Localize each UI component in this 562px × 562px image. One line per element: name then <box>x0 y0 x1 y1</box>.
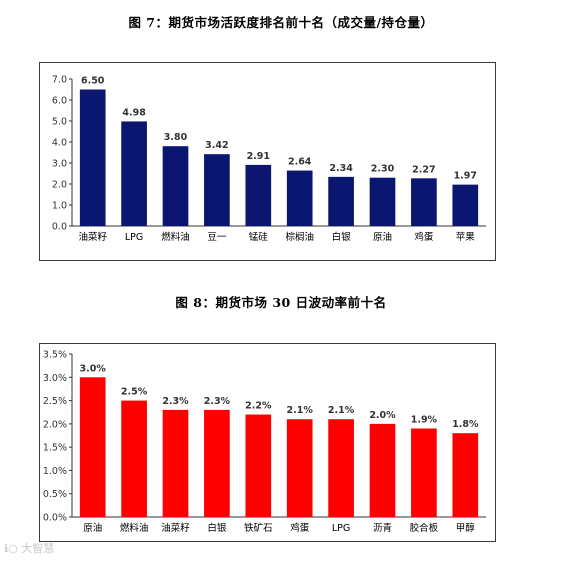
category-label: 原油 <box>373 231 392 243</box>
bar <box>121 121 147 226</box>
category-label: 燃料油 <box>120 522 149 534</box>
bar <box>79 377 106 517</box>
chart2-title: 图 8：期货市场 30 日波动率前十名 <box>175 295 387 310</box>
bar <box>286 170 313 226</box>
bar <box>369 423 396 517</box>
data-label: 2.3% <box>204 396 231 407</box>
category-label: 鸡蛋 <box>414 231 434 243</box>
category-label: 棕榈油 <box>285 231 314 243</box>
category-label: 白银 <box>207 522 227 534</box>
data-label: 1.97 <box>454 171 477 182</box>
category-label: LPG <box>332 523 350 534</box>
y-tick-label: 6.0 <box>52 96 67 107</box>
category-label: 鸡蛋 <box>290 522 310 534</box>
chart1-title: 图 7：期货市场活跃度排名前十名（成交量/持仓量） <box>128 15 434 30</box>
data-label: 4.98 <box>122 107 146 118</box>
y-tick-label: 3.0 <box>52 159 67 170</box>
category-label: 胶合板 <box>410 522 439 534</box>
data-label: 1.8% <box>452 419 479 430</box>
data-label: 3.0% <box>80 363 107 374</box>
bar <box>162 409 189 517</box>
category-label: 锰硅 <box>249 231 269 243</box>
data-label: 3.80 <box>164 132 188 143</box>
data-label: 2.27 <box>412 164 435 175</box>
data-label: 2.91 <box>247 151 270 162</box>
y-tick-label: 4.0 <box>52 138 67 149</box>
bar <box>411 178 437 226</box>
bar <box>162 146 189 226</box>
category-label: 油菜籽 <box>161 522 190 534</box>
data-label: 2.0% <box>369 410 396 421</box>
category-label: 甲醇 <box>456 522 476 534</box>
y-tick-label: 1.0% <box>43 466 67 477</box>
category-label: 苹果 <box>456 231 476 243</box>
bar <box>204 409 230 517</box>
category-label: 白银 <box>332 231 352 243</box>
y-tick-label: 5.0 <box>52 117 67 128</box>
category-label: 原油 <box>83 522 102 534</box>
data-label: 2.2% <box>245 401 272 412</box>
bar <box>79 89 106 226</box>
y-tick-label: 0.5% <box>43 489 67 500</box>
y-tick-label: 2.0 <box>52 180 67 191</box>
bar <box>245 164 272 226</box>
y-tick-label: 3.5% <box>43 350 67 361</box>
data-label: 2.30 <box>371 164 395 175</box>
y-tick-label: 2.5% <box>43 396 67 407</box>
bar <box>121 400 147 517</box>
y-tick-label: 1.5% <box>43 443 67 454</box>
category-label: 油菜籽 <box>78 231 107 243</box>
data-label: 3.42 <box>205 140 228 151</box>
y-tick-label: 0.0% <box>43 513 67 524</box>
watermark-logo: ℹ○ 大智慧 <box>4 542 55 555</box>
bar <box>328 419 354 517</box>
chart1-frame <box>39 62 496 261</box>
y-tick-label: 0.0 <box>52 222 67 233</box>
bar <box>245 414 272 517</box>
data-label: 2.1% <box>287 405 314 416</box>
bar <box>328 176 354 226</box>
y-tick-label: 7.0 <box>52 75 67 86</box>
category-label: LPG <box>125 232 143 243</box>
data-label: 2.3% <box>162 396 189 407</box>
data-label: 2.5% <box>121 387 148 398</box>
data-label: 2.64 <box>288 157 312 168</box>
data-label: 6.50 <box>81 76 105 87</box>
y-tick-label: 3.0% <box>43 373 67 384</box>
data-label: 2.34 <box>329 163 353 174</box>
bar <box>204 154 230 226</box>
y-tick-label: 1.0 <box>52 201 67 212</box>
category-label: 豆一 <box>207 232 227 243</box>
bar <box>411 428 437 517</box>
category-label: 铁矿石 <box>244 522 273 534</box>
data-label: 2.1% <box>328 405 355 416</box>
data-label: 1.9% <box>411 415 438 426</box>
bar <box>452 184 479 226</box>
y-tick-label: 2.0% <box>43 419 67 430</box>
bar <box>452 433 479 517</box>
bar <box>369 177 396 226</box>
category-label: 沥青 <box>373 522 392 534</box>
category-label: 燃料油 <box>161 231 190 243</box>
bar <box>286 419 313 517</box>
